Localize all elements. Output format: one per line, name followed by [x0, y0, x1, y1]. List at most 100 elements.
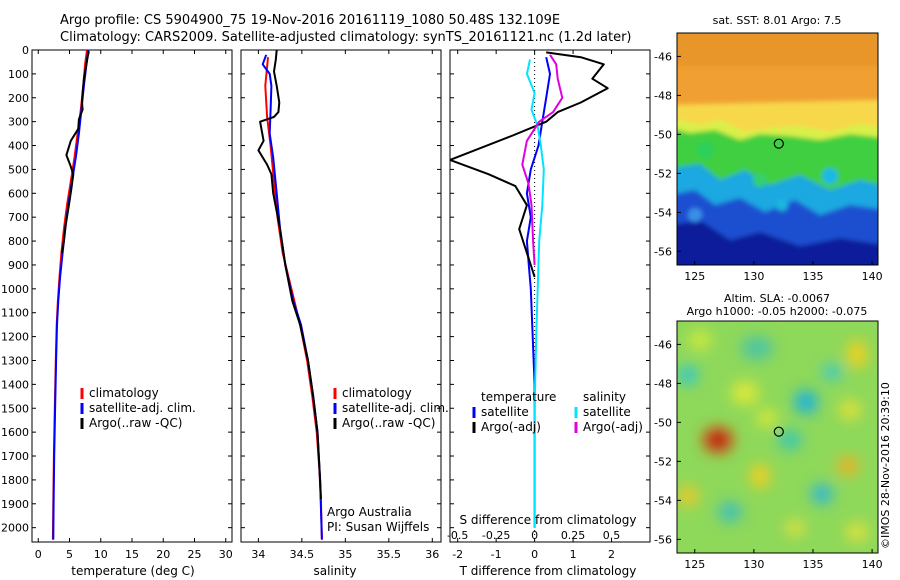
difference-plot-frame: [449, 49, 651, 543]
depth-tick-label: 500: [8, 163, 29, 176]
diff-legend-temperature-title: temperature: [481, 390, 556, 404]
sla-map-frame: [676, 320, 879, 554]
salinity-xtick-label: 36: [425, 548, 439, 561]
diff-legend-salinity-label: satellite: [583, 405, 631, 419]
diff-legend-salinity-title: salinity: [583, 390, 626, 404]
salinity-series-argo-raw-qc-: [257, 50, 322, 500]
sla-ytick-label: -54: [654, 494, 672, 507]
series-salinity-satellite: [525, 59, 545, 528]
series-salinity-argo-adj-: [521, 54, 564, 266]
sla-ytick-label: -56: [654, 533, 672, 546]
sla-ytick-label: -48: [654, 377, 672, 390]
salinity-xtick-label: 35.5: [377, 548, 402, 561]
sla-heatmap: [677, 321, 878, 553]
salinity-series-layer: [257, 50, 323, 540]
sst-ytick-label: -48: [654, 89, 672, 102]
sla-map-title: Altim. SLA: -0.0067: [724, 292, 830, 305]
difference-top-tick-label: 0.25: [561, 529, 586, 542]
series-temperature-argo-adj-: [450, 51, 609, 278]
temperature-xtick-label: 25: [188, 548, 202, 561]
difference-xtick-label: 2: [608, 548, 615, 561]
temperature-plot-frame: [31, 49, 233, 543]
difference-top-tick-label: 0.5: [603, 529, 621, 542]
sla-map-subtitle: Argo h1000: -0.05 h2000: -0.075: [687, 305, 868, 318]
temperature-xtick-label: 10: [94, 548, 108, 561]
imos-credit: ©IMOS 28-Nov-2016 20:39:10: [879, 382, 892, 549]
temperature-xtick-label: 30: [219, 548, 233, 561]
depth-tick-label: 1800: [1, 474, 29, 487]
sst-ytick-label: -50: [654, 128, 672, 141]
depth-tick-label: 200: [8, 92, 29, 105]
sst-map-title: sat. SST: 8.01 Argo: 7.5: [713, 14, 842, 27]
depth-tick-label: 2000: [1, 522, 29, 535]
depth-tick-label: 100: [8, 68, 29, 81]
depth-tick-label: 600: [8, 187, 29, 200]
sst-ytick-label: -46: [654, 50, 672, 63]
sst-argo-marker: [773, 138, 784, 149]
sst-xtick-label: 140: [862, 270, 883, 283]
temperature-xtick-label: 15: [125, 548, 139, 561]
sst-heatmap: [677, 33, 878, 265]
depth-tick-label: 300: [8, 116, 29, 129]
temperature-axis-layer: 0100200300400500600700800900100011001200…: [1, 44, 233, 561]
sla-axis-layer: 125 130 135 140 -46 -48 -50 -52 -54 -56: [654, 338, 883, 571]
sla-ytick-label: -50: [654, 416, 672, 429]
difference-panel: -2 -1 0 1 2 -0.5 -0.25 0 0.25 0.5 temperature sali…: [447, 49, 651, 578]
difference-legend: temperature salinitysatelliteArgo(-adj)sa…: [472, 390, 643, 434]
salinity-legend-label: Argo(..raw -QC): [342, 416, 435, 430]
sst-map-frame: [676, 32, 879, 266]
difference-top-tick-label: -0.5: [447, 529, 468, 542]
temperature-legend-label: satellite-adj. clim.: [89, 401, 196, 415]
depth-tick-label: 0: [22, 44, 29, 57]
difference-xtick-label: -2: [452, 548, 463, 561]
sst-xtick-label: 130: [743, 270, 764, 283]
salinity-xtick-label: 34: [251, 548, 265, 561]
depth-tick-label: 700: [8, 211, 29, 224]
sla-ytick-label: -52: [654, 455, 672, 468]
depth-tick-label: 1700: [1, 450, 29, 463]
depth-tick-label: 400: [8, 140, 29, 153]
salinity-xtick-label: 34.5: [290, 548, 315, 561]
sst-axis-layer: 125 130 135 140 -46 -48 -50 -52 -54 -56: [654, 50, 883, 283]
difference-xtick-label: 1: [570, 548, 577, 561]
header-title: Argo profile: CS 5904900_75 19-Nov-2016 …: [60, 13, 560, 28]
depth-tick-label: 800: [8, 235, 29, 248]
temperature-xtick-label: 0: [35, 548, 42, 561]
temperature-xlabel: temperature (deg C): [71, 564, 194, 578]
sla-argo-marker: [773, 426, 784, 437]
salinity-panel: 34 34.5 35 35.5 36 climatologysatellite-adj.…: [240, 49, 449, 578]
depth-tick-label: 1900: [1, 498, 29, 511]
depth-tick-label: 1600: [1, 426, 29, 439]
sst-xtick-label: 125: [684, 270, 705, 283]
sla-xtick-label: 125: [684, 558, 705, 571]
temperature-legend-label: Argo(..raw -QC): [89, 416, 182, 430]
diff-legend-salinity-label: Argo(-adj): [583, 420, 643, 434]
series-temperature-satellite: [525, 56, 551, 528]
sla-xtick-label: 135: [802, 558, 823, 571]
difference-series-layer: [450, 50, 609, 542]
difference-xtick-label: -1: [491, 548, 502, 561]
depth-tick-label: 1400: [1, 378, 29, 391]
diff-legend-temperature-label: satellite: [481, 405, 529, 419]
temperature-legend-label: climatology: [89, 386, 159, 400]
depth-tick-label: 1000: [1, 283, 29, 296]
sla-ytick-label: -46: [654, 338, 672, 351]
sla-xtick-label: 140: [862, 558, 883, 571]
difference-xlabel: T difference from climatology: [459, 564, 637, 578]
salinity-annotation-1: Argo Australia: [327, 505, 412, 519]
salinity-xlabel: salinity: [313, 564, 356, 578]
salinity-axis-layer: 34 34.5 35 35.5 36: [241, 49, 441, 561]
depth-tick-label: 1300: [1, 354, 29, 367]
header-subtitle: Climatology: CARS2009. Satellite-adjuste…: [60, 30, 632, 45]
difference-top-label: S difference from climatology: [460, 513, 637, 527]
temperature-xtick-label: 5: [66, 548, 73, 561]
sst-ytick-label: -56: [654, 245, 672, 258]
diff-legend-temperature-label: Argo(-adj): [481, 420, 541, 434]
temperature-panel: 0100200300400500600700800900100011001200…: [1, 44, 233, 578]
sst-xtick-label: 135: [802, 270, 823, 283]
sst-ytick-label: -52: [654, 167, 672, 180]
difference-axis-layer: -2 -1 0 1 2 -0.5 -0.25 0 0.25 0.5: [447, 49, 650, 561]
